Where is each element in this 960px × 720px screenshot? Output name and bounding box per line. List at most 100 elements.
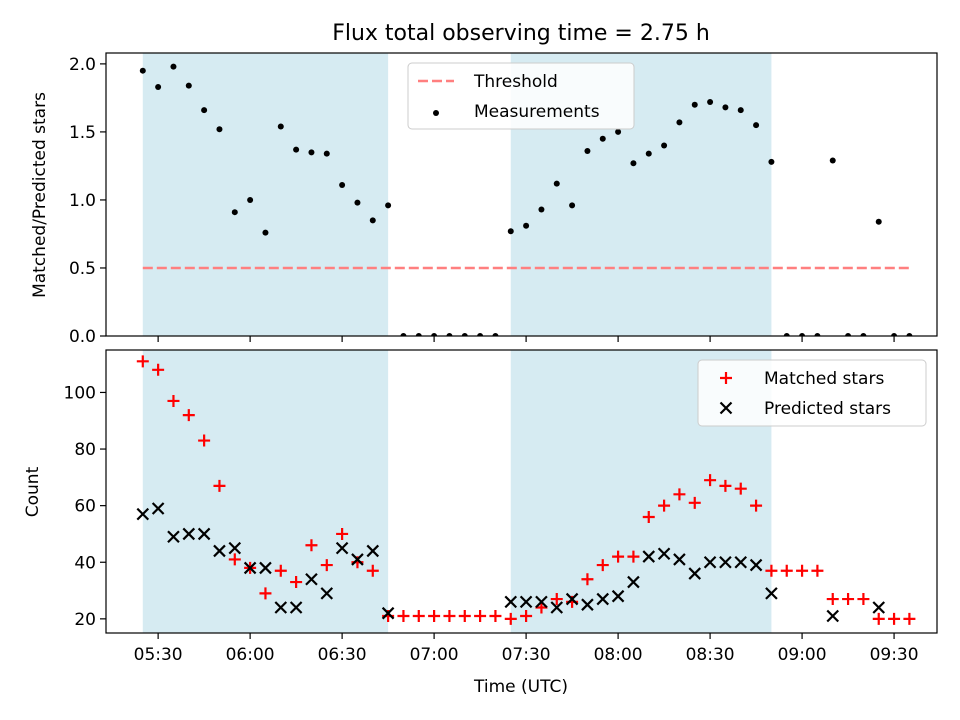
- predicted-stars-point-36: [826, 609, 840, 623]
- top-y-tick-label-5: 2.0: [69, 55, 96, 75]
- predicted-stars-point-13: [320, 587, 334, 600]
- top-panel: 0.0 0.5 1.0 1.5 2.0 Threshold Measurements: [69, 52, 938, 347]
- predicted-stars-point-31: [703, 555, 717, 569]
- measurements-point-4: [185, 82, 192, 89]
- measurements-point-43: [783, 333, 790, 336]
- predicted-stars-point-33: [734, 555, 748, 569]
- measurements-point-19: [415, 333, 422, 336]
- predicted-stars-point-34: [749, 558, 763, 572]
- matched-stars-point-50: [888, 612, 901, 625]
- measurements-point-2: [155, 84, 162, 91]
- bottom-y-tick-label-5: 100: [64, 383, 96, 403]
- matched-stars-point-1: [136, 355, 149, 368]
- predicted-stars-point-29: [673, 553, 686, 566]
- measurements-point-25: [507, 228, 514, 235]
- matched-stars-point-9: [259, 587, 272, 600]
- x-tick-label-7: 08:30: [686, 645, 735, 665]
- x-tick-label-4: 07:00: [410, 645, 459, 665]
- matched-stars-point-39: [719, 479, 732, 492]
- matched-stars-point-32: [612, 550, 625, 563]
- matched-stars-point-18: [397, 610, 410, 623]
- predicted-stars-point-20: [535, 595, 548, 609]
- top-y-tick-label-4: 1.5: [69, 123, 96, 143]
- chart-title: Flux total observing time = 2.75 h: [332, 21, 710, 46]
- matched-stars-point-46: [826, 593, 839, 606]
- matched-stars-point-22: [458, 610, 471, 623]
- matched-stars-point-24: [489, 610, 502, 623]
- bottom-plot-area: [136, 350, 916, 633]
- measurements-point-24: [492, 333, 499, 336]
- matched-stars-point-11: [290, 576, 303, 589]
- measurements-point-30: [584, 147, 591, 154]
- measurements-point-46: [829, 157, 836, 164]
- measurements-point-1: [139, 67, 146, 74]
- matched-stars-point-38: [704, 474, 717, 487]
- matched-stars-point-40: [734, 482, 747, 495]
- measurements-point-27: [538, 206, 545, 213]
- matched-stars-point-26: [520, 610, 533, 623]
- predicted-stars-point-26: [627, 575, 640, 589]
- measurements-point-15: [354, 199, 361, 206]
- bottom-y-axis-label: Count: [23, 466, 43, 517]
- measurements-point-14: [339, 181, 346, 188]
- matched-stars-point-14: [336, 527, 349, 540]
- top-y-axis-label: Matched/Predicted stars: [30, 92, 50, 298]
- measurements-point-44: [799, 333, 806, 336]
- bottom-legend: [697, 359, 927, 427]
- predicted-stars-point-6: [213, 544, 226, 558]
- observing-window-1: [142, 53, 389, 336]
- top-y-tick-label-1: 0.0: [69, 327, 96, 347]
- matched-stars-point-12: [305, 539, 318, 552]
- bottom-legend-predicted-stars-label: Predicted stars: [764, 399, 891, 419]
- x-tick-label-5: 07:30: [502, 645, 551, 665]
- measurements-point-41: [753, 122, 760, 129]
- top-axes-frame: [105, 52, 938, 337]
- measurements-point-34: [645, 150, 652, 157]
- measurements-point-48: [860, 333, 867, 336]
- measurements-point-38: [707, 98, 714, 105]
- measurements-point-21: [446, 333, 453, 336]
- matched-stars-point-41: [750, 499, 763, 512]
- predicted-stars-point-18: [504, 595, 518, 609]
- matched-stars-point-42: [765, 564, 778, 577]
- bottom-axes-frame: [105, 349, 938, 634]
- matched-stars-point-20: [428, 610, 441, 623]
- matched-stars-point-31: [596, 559, 609, 572]
- measurements-point-22: [461, 333, 468, 336]
- matched-stars-point-51: [903, 612, 916, 625]
- x-tick-label-8: 09:00: [778, 645, 827, 665]
- matched-stars-point-30: [581, 573, 594, 586]
- bottom-legend-matched-stars-label: Matched stars: [764, 369, 884, 389]
- matched-stars-point-28: [550, 593, 563, 606]
- x-tick-label-6: 08:00: [594, 645, 643, 665]
- matched-stars-point-45: [811, 564, 824, 577]
- matched-stars-point-2: [152, 363, 165, 376]
- matched-stars-point-4: [182, 409, 195, 422]
- predicted-stars-point-12: [305, 572, 318, 586]
- measurements-point-42: [768, 158, 775, 165]
- measurements-point-3: [170, 63, 177, 70]
- top-y-tick-label-3: 1.0: [69, 191, 96, 211]
- matched-stars-point-19: [412, 610, 425, 623]
- matched-stars-point-5: [198, 434, 211, 447]
- predicted-stars-point-30: [688, 567, 702, 580]
- measurements-point-23: [477, 333, 484, 336]
- predicted-stars-point-4: [182, 527, 196, 541]
- matched-stars-point-21: [443, 610, 456, 623]
- measurements-point-45: [814, 333, 821, 336]
- predicted-stars-point-19: [519, 595, 533, 609]
- top-legend-measurements-swatch: [433, 110, 439, 116]
- predicted-stars-point-24: [596, 592, 610, 606]
- x-tick-label-2: 06:00: [226, 645, 275, 665]
- predicted-stars-point-27: [642, 550, 656, 563]
- measurements-point-13: [323, 150, 330, 157]
- bottom-y-tick-label-3: 60: [74, 497, 96, 517]
- matched-stars-point-47: [842, 593, 855, 606]
- predicted-stars-point-21: [550, 601, 564, 614]
- measurements-point-17: [385, 202, 392, 209]
- bottom-legend-matched-stars-swatch: [720, 372, 732, 384]
- matched-stars-point-13: [320, 559, 333, 572]
- measurements-point-50: [891, 333, 898, 336]
- matched-stars-point-36: [673, 488, 686, 501]
- measurements-point-29: [569, 202, 576, 209]
